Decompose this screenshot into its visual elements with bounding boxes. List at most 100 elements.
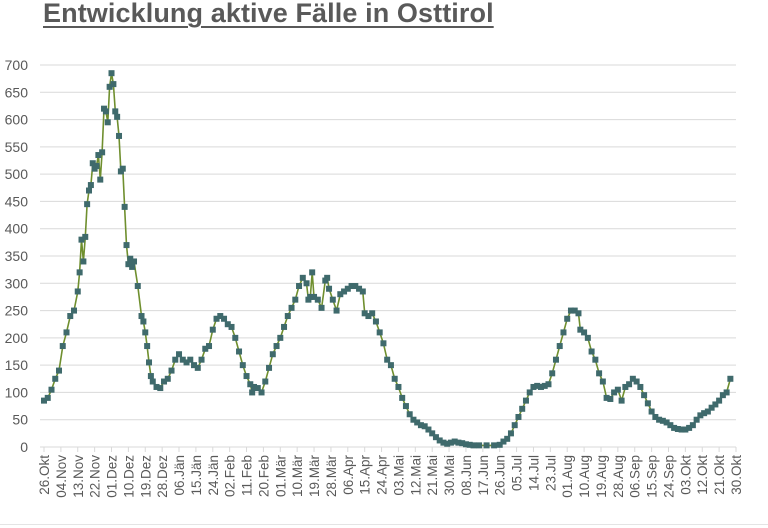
data-point — [194, 364, 201, 371]
x-tick-label: 23.Jul — [543, 455, 558, 491]
data-point — [365, 313, 372, 320]
y-tick-label: 150 — [5, 357, 29, 373]
data-point — [491, 442, 498, 449]
data-point — [326, 285, 333, 292]
data-point — [251, 383, 258, 390]
data-point — [697, 412, 704, 419]
data-point — [637, 383, 644, 390]
data-point — [172, 356, 179, 363]
data-point — [425, 426, 432, 433]
data-point — [82, 233, 89, 240]
x-tick-label: 14.Jul — [526, 455, 541, 491]
data-point — [262, 378, 269, 385]
data-point — [618, 397, 625, 404]
data-point — [708, 404, 715, 411]
y-tick-label: 50 — [12, 412, 28, 428]
data-point — [97, 176, 104, 183]
data-point — [359, 288, 366, 295]
data-point — [361, 310, 368, 317]
x-tick-label: 06.Jän — [172, 455, 187, 496]
y-axis-labels: 0 50 100 150 200 250 300 350 400 450 500 550 600 650 7… — [5, 57, 29, 455]
x-tick-label: 24.Sep — [661, 455, 676, 498]
data-point — [206, 343, 213, 350]
y-tick-label: 250 — [5, 303, 29, 319]
data-point — [704, 408, 711, 415]
data-point — [719, 392, 726, 399]
data-point — [436, 437, 443, 444]
data-point — [168, 367, 175, 374]
data-point — [406, 411, 413, 418]
x-tick-label: 10.Aug — [577, 455, 592, 498]
data-point — [686, 424, 693, 431]
data-point — [682, 426, 689, 433]
data-point — [545, 381, 552, 388]
x-tick-label: 21.Okt — [712, 455, 727, 495]
data-point — [59, 343, 66, 350]
data-point — [114, 113, 121, 120]
data-point — [592, 356, 599, 363]
x-tick-label: 26.Jun — [493, 455, 508, 496]
data-point — [541, 382, 548, 389]
data-point-markers — [41, 70, 734, 449]
x-tick-label: 15.Jän — [189, 455, 204, 496]
x-tick-label: 19.Aug — [594, 455, 609, 498]
gridlines — [40, 64, 736, 448]
data-point — [644, 400, 651, 407]
data-point — [161, 378, 168, 385]
data-point — [41, 397, 47, 404]
data-point — [641, 392, 648, 399]
data-point — [656, 416, 663, 423]
data-point — [329, 296, 336, 303]
data-point — [577, 326, 584, 333]
data-point — [149, 378, 156, 385]
data-point — [476, 442, 483, 449]
data-point — [87, 182, 94, 189]
data-point — [584, 334, 591, 341]
data-point — [324, 274, 331, 281]
data-point — [95, 152, 102, 159]
data-point — [236, 348, 243, 355]
x-tick-label: 03.Mai — [391, 455, 406, 496]
data-point — [258, 389, 265, 396]
data-point — [693, 416, 700, 423]
data-point — [127, 255, 134, 262]
data-point — [380, 340, 387, 347]
data-point — [86, 187, 93, 194]
x-tick-label: 21.Mai — [425, 455, 440, 496]
data-point — [588, 348, 595, 355]
data-point — [273, 343, 280, 350]
data-point — [213, 315, 220, 322]
data-point — [108, 70, 115, 77]
x-tick-label: 22.Nov — [88, 455, 103, 498]
data-point — [63, 329, 70, 336]
y-tick-label: 700 — [5, 57, 29, 73]
y-tick-label: 450 — [5, 193, 29, 209]
data-point — [571, 307, 578, 314]
data-point — [581, 329, 588, 336]
data-point — [376, 329, 383, 336]
data-point — [421, 423, 428, 430]
data-point — [247, 381, 254, 388]
data-point — [560, 329, 567, 336]
data-point — [659, 417, 666, 424]
y-tick-label: 500 — [5, 166, 29, 182]
y-tick-label: 600 — [5, 112, 29, 128]
data-point — [447, 439, 454, 446]
data-point — [249, 389, 256, 396]
data-point — [663, 419, 670, 426]
data-point — [648, 408, 655, 415]
data-point — [372, 318, 379, 325]
data-point — [391, 375, 398, 382]
data-point — [432, 434, 439, 441]
data-point — [80, 258, 87, 265]
data-point — [296, 283, 303, 290]
data-point — [451, 438, 458, 445]
data-point — [44, 394, 51, 401]
data-point — [76, 269, 83, 276]
data-point — [607, 395, 614, 402]
data-point — [504, 435, 511, 442]
data-point — [500, 438, 507, 445]
data-point — [123, 242, 130, 249]
x-tick-label: 28.Aug — [611, 455, 626, 498]
